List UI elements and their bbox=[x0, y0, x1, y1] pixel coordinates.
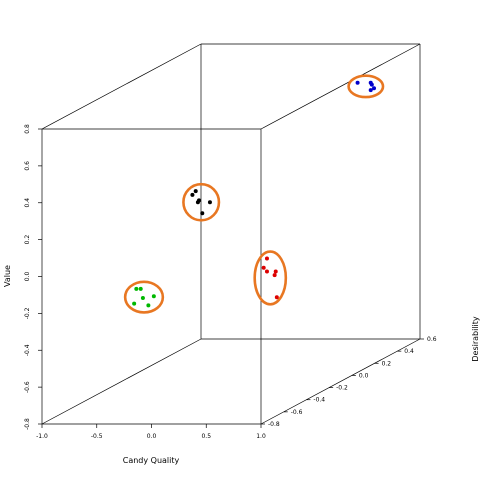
x-tick-label: -1.0 bbox=[36, 433, 48, 440]
data-point bbox=[146, 303, 151, 308]
box-edge bbox=[260, 43, 421, 130]
x-tick-label: 1.0 bbox=[256, 433, 266, 440]
z-tick-label: 0.4 bbox=[404, 348, 414, 355]
data-point bbox=[151, 294, 156, 299]
z-tick-label: 0.0 bbox=[359, 372, 369, 379]
x-tick-label: -0.5 bbox=[91, 433, 103, 440]
y-tick-label: -0.6 bbox=[24, 381, 31, 393]
y-tick-label: 0.0 bbox=[24, 272, 31, 282]
z-axis: -0.8 -0.6 -0.4 -0.2 0.0 0.2 0.4 0.6 bbox=[261, 336, 437, 428]
data-point bbox=[355, 80, 360, 85]
x-axis: -1.0 -0.5 0.0 0.5 1.0 bbox=[36, 424, 266, 440]
y-tick-label: -0.8 bbox=[24, 418, 31, 430]
data-point bbox=[140, 296, 145, 301]
data-point bbox=[368, 88, 373, 93]
y-tick-label: 0.2 bbox=[24, 235, 31, 245]
data-point bbox=[261, 265, 266, 270]
plot-box bbox=[41, 43, 421, 425]
z-tick-label: -0.2 bbox=[336, 385, 348, 392]
data-point bbox=[264, 256, 269, 261]
z-tick-label: -0.8 bbox=[268, 421, 280, 428]
cluster-ellipse bbox=[253, 250, 288, 306]
data-point bbox=[207, 200, 212, 205]
y-tick-label: 0.6 bbox=[24, 161, 31, 171]
data-point bbox=[273, 269, 278, 274]
data-point bbox=[134, 286, 139, 291]
data-point bbox=[272, 273, 277, 278]
box-edge bbox=[41, 43, 202, 130]
data-point bbox=[274, 295, 279, 300]
z-axis-title: Desirability bbox=[471, 316, 480, 362]
z-tick-label: 0.2 bbox=[382, 360, 392, 367]
cluster-ellipse bbox=[182, 182, 221, 222]
data-point bbox=[264, 269, 269, 274]
cluster-ellipses bbox=[123, 74, 385, 314]
cluster-ellipse bbox=[347, 74, 385, 99]
y-tick-label: 0.8 bbox=[24, 124, 31, 134]
y-axis-title: Value bbox=[3, 265, 12, 287]
z-tick-label: -0.4 bbox=[313, 397, 325, 404]
z-tick-label: -0.6 bbox=[291, 409, 303, 416]
x-tick-label: 0.5 bbox=[201, 433, 211, 440]
data-point bbox=[138, 286, 143, 291]
z-tick-label: 0.6 bbox=[427, 336, 437, 343]
data-point bbox=[190, 192, 195, 197]
box-edge bbox=[260, 338, 421, 425]
data-point bbox=[372, 86, 377, 91]
cluster-ellipse bbox=[123, 280, 165, 314]
y-tick-label: -0.4 bbox=[24, 344, 31, 356]
data-point bbox=[195, 200, 200, 205]
data-point bbox=[132, 301, 137, 306]
data-point bbox=[369, 82, 374, 87]
data-point bbox=[200, 211, 205, 216]
x-tick-label: 0.0 bbox=[147, 433, 157, 440]
x-axis-title: Candy Quality bbox=[123, 456, 180, 465]
y-axis: -0.8 -0.6 -0.4 -0.2 0.0 0.2 0.4 0.6 0.8 bbox=[24, 124, 42, 430]
y-tick-label: 0.4 bbox=[24, 198, 31, 208]
data-points bbox=[132, 80, 377, 308]
data-point bbox=[193, 189, 198, 194]
y-tick-label: -0.2 bbox=[24, 307, 31, 319]
box-edge bbox=[41, 338, 202, 425]
